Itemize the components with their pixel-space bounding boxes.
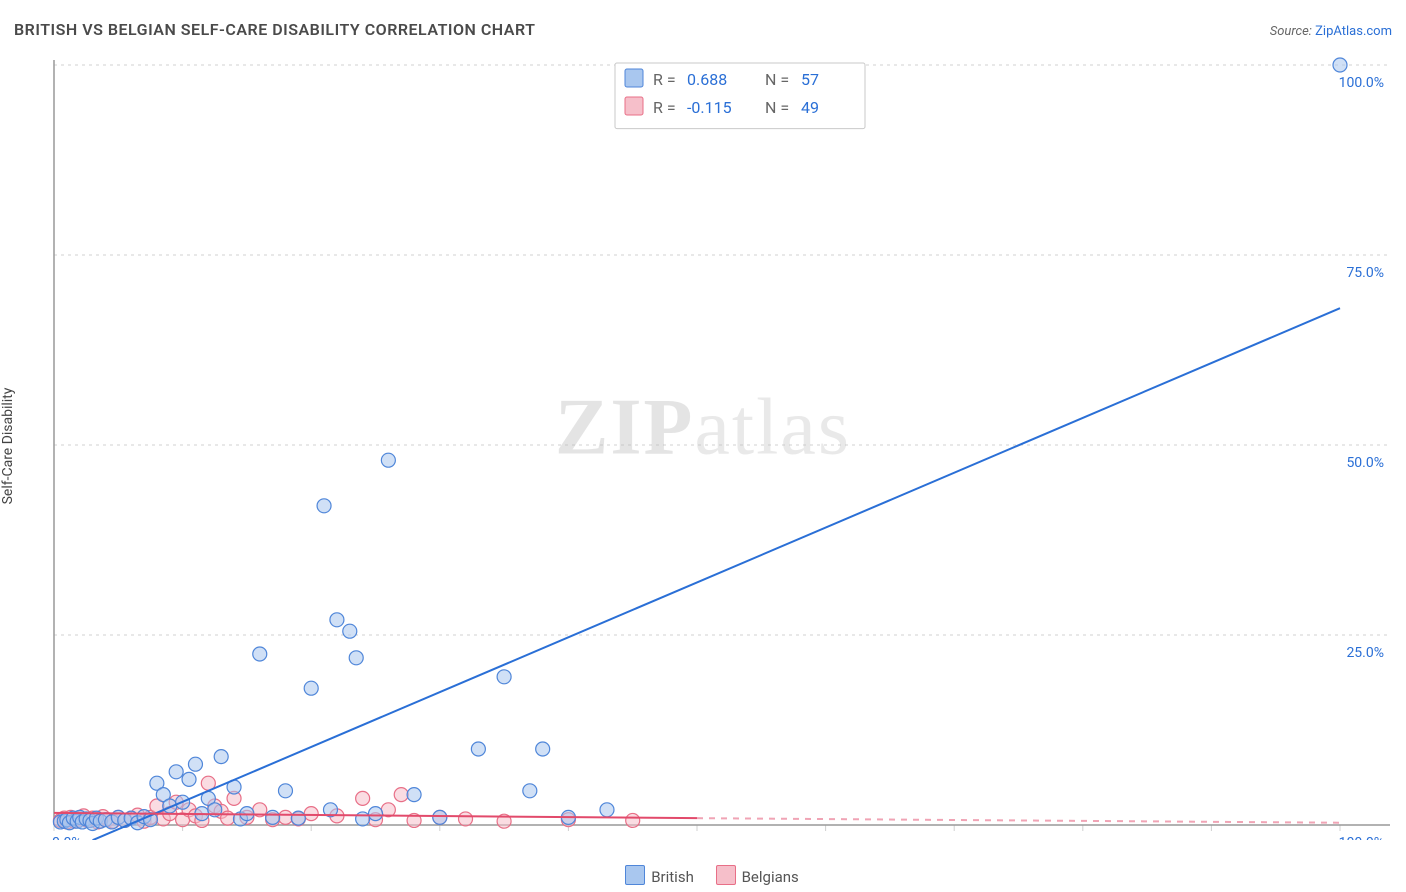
source-attribution: Source: ZipAtlas.com <box>1270 24 1392 39</box>
point-british <box>1333 58 1347 72</box>
point-british <box>304 681 318 695</box>
point-british <box>291 811 305 825</box>
point-belgians <box>626 813 640 827</box>
ytick-label: 50.0% <box>1346 455 1384 471</box>
point-british <box>471 742 485 756</box>
point-british <box>278 784 292 798</box>
point-belgians <box>356 791 370 805</box>
stats-R-label: R = <box>653 98 676 117</box>
source-link[interactable]: ZipAtlas.com <box>1315 24 1392 39</box>
stats-N-label: N = <box>765 98 789 117</box>
trend-british <box>93 308 1340 840</box>
point-british <box>266 810 280 824</box>
xtick-label-0: 0.0% <box>52 835 82 840</box>
legend-bottom: British Belgians <box>0 865 1406 886</box>
point-british <box>214 750 228 764</box>
stats-R-label: R = <box>653 70 676 89</box>
legend-label-british: British <box>651 868 694 886</box>
point-british <box>381 453 395 467</box>
point-british <box>317 499 331 513</box>
stats-N-label: N = <box>765 70 789 89</box>
legend-swatch-belgians <box>716 865 736 885</box>
stats-N-value: 57 <box>801 70 819 89</box>
page-title: BRITISH VS BELGIAN SELF-CARE DISABILITY … <box>14 20 535 39</box>
point-british <box>369 807 383 821</box>
stats-R-value: 0.688 <box>687 70 727 89</box>
trend-belgians-extrapolated <box>697 818 1340 823</box>
point-british <box>188 757 202 771</box>
point-british <box>349 651 363 665</box>
xtick-label-100: 100.0% <box>1339 835 1384 840</box>
point-belgians <box>459 812 473 826</box>
stats-swatch <box>625 69 643 87</box>
point-british <box>600 803 614 817</box>
point-belgians <box>304 807 318 821</box>
ytick-label: 100.0% <box>1339 75 1384 91</box>
point-british <box>433 810 447 824</box>
chart-area: 25.0% 50.0% 75.0% 100.0% 0.0% 100.0% R = 0.688 N… <box>50 55 1390 840</box>
point-british <box>523 784 537 798</box>
point-british <box>330 613 344 627</box>
stats-swatch <box>625 97 643 115</box>
ytick-label: 25.0% <box>1346 645 1384 661</box>
stats-N-value: 49 <box>801 98 819 117</box>
point-british <box>182 772 196 786</box>
stats-R-value: -0.115 <box>687 98 732 117</box>
point-british <box>253 647 267 661</box>
legend-swatch-british <box>625 865 645 885</box>
y-axis-label: Self-Care Disability <box>0 388 16 505</box>
point-british <box>343 624 357 638</box>
point-british <box>497 670 511 684</box>
legend-label-belgians: Belgians <box>742 868 799 886</box>
point-british <box>356 812 370 826</box>
point-belgians <box>394 788 408 802</box>
point-british <box>169 765 183 779</box>
point-british <box>536 742 550 756</box>
source-prefix: Source: <box>1270 24 1315 39</box>
point-british <box>407 788 421 802</box>
header: BRITISH VS BELGIAN SELF-CARE DISABILITY … <box>14 20 1392 39</box>
ytick-label: 75.0% <box>1346 265 1384 281</box>
scatter-chart: 25.0% 50.0% 75.0% 100.0% 0.0% 100.0% R = 0.688 N… <box>50 55 1390 840</box>
point-belgians <box>278 810 292 824</box>
